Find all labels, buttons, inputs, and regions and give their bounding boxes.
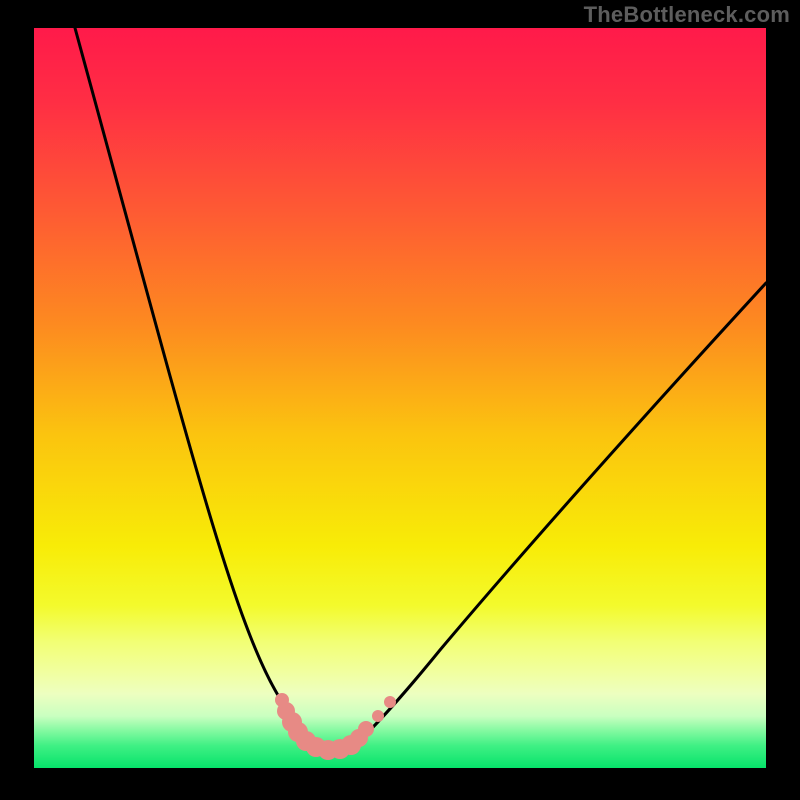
data-dot (384, 696, 396, 708)
chart-svg (0, 0, 800, 800)
data-dot (358, 721, 374, 737)
data-dot (372, 710, 384, 722)
plot-background (34, 28, 766, 768)
watermark-text: TheBottleneck.com (584, 2, 790, 28)
